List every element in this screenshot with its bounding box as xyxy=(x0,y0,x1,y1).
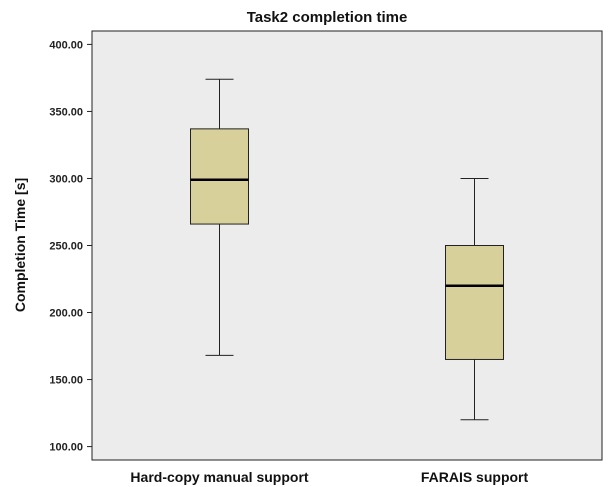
y-axis-label: Completion Time [s] xyxy=(12,178,28,312)
plot-area xyxy=(91,30,603,461)
y-tick-label: 350.00 xyxy=(49,106,83,118)
iqr-box xyxy=(190,128,249,225)
x-category-label: Hard-copy manual support xyxy=(130,469,308,485)
boxes-group xyxy=(190,78,504,421)
y-tick-label: 300.00 xyxy=(49,173,83,185)
x-axis: Hard-copy manual support FARAIS support xyxy=(130,469,528,485)
chart-title: Task2 completion time xyxy=(247,9,408,26)
box-1 xyxy=(190,78,249,356)
y-tick-label: 400.00 xyxy=(49,39,83,51)
iqr-box xyxy=(445,245,504,360)
y-tick-label: 200.00 xyxy=(49,308,83,320)
y-tick-label: 100.00 xyxy=(49,442,83,454)
y-tick-label: 250.00 xyxy=(49,241,83,253)
y-axis: 100.00 150.00 200.00 250.00 300.00 350.00 400.… xyxy=(49,39,92,454)
x-category-label: FARAIS support xyxy=(421,469,529,485)
box-2 xyxy=(445,177,504,421)
y-tick-label: 150.00 xyxy=(49,375,83,387)
